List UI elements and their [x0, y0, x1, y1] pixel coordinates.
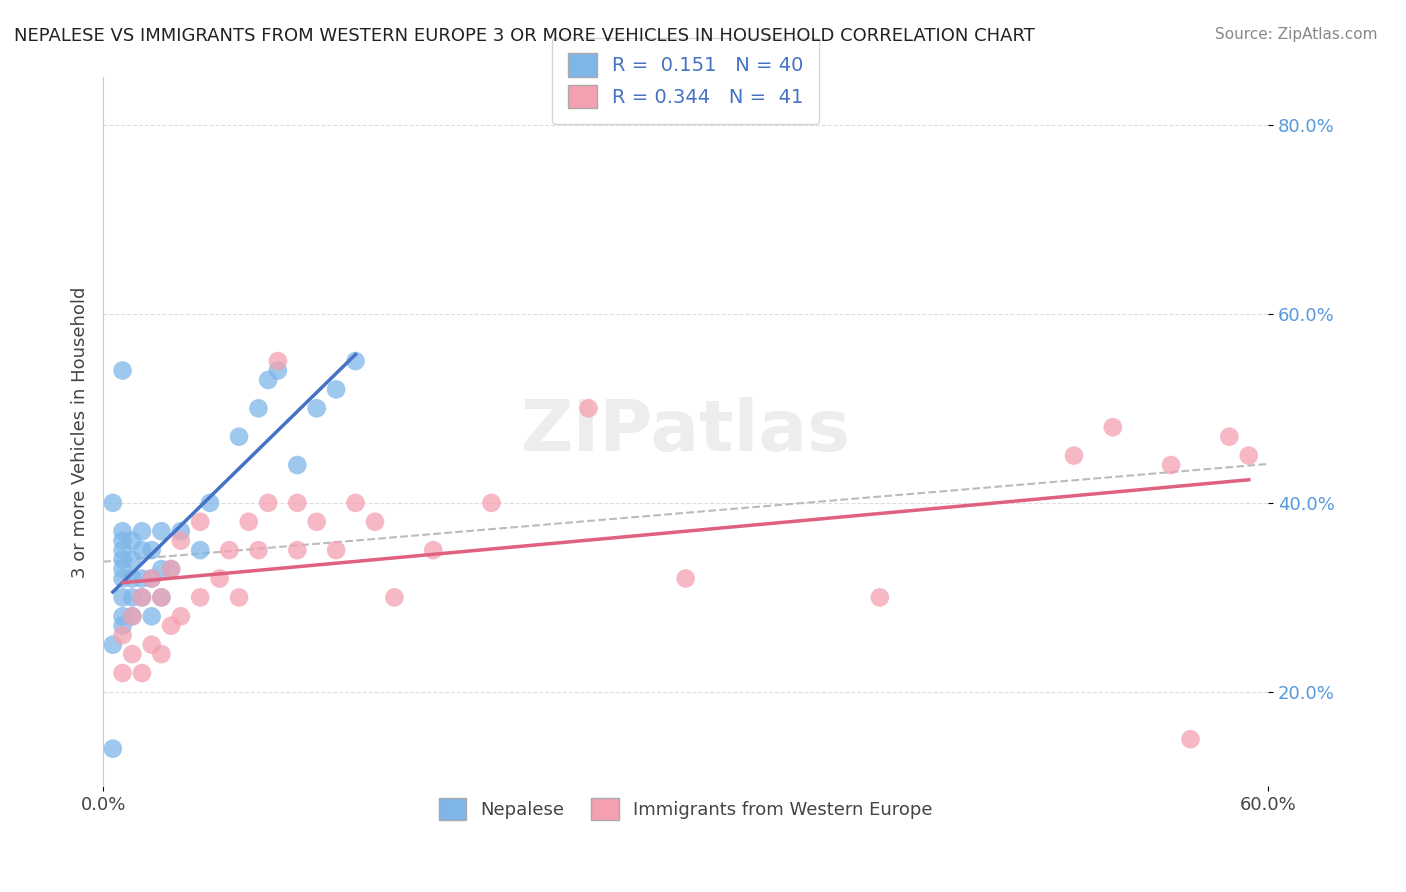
- Point: [121, 647, 143, 661]
- Text: Source: ZipAtlas.com: Source: ZipAtlas.com: [1215, 27, 1378, 42]
- Point: [111, 619, 134, 633]
- Point: [111, 572, 134, 586]
- Point: [238, 515, 260, 529]
- Point: [188, 591, 211, 605]
- Point: [1063, 449, 1085, 463]
- Point: [141, 572, 163, 586]
- Point: [344, 354, 367, 368]
- Point: [121, 552, 143, 566]
- Point: [131, 543, 153, 558]
- Point: [141, 609, 163, 624]
- Point: [101, 638, 124, 652]
- Point: [247, 401, 270, 416]
- Point: [285, 458, 308, 472]
- Point: [228, 430, 250, 444]
- Point: [422, 543, 444, 558]
- Point: [305, 515, 328, 529]
- Point: [150, 647, 173, 661]
- Point: [150, 591, 173, 605]
- Point: [198, 496, 221, 510]
- Point: [101, 741, 124, 756]
- Point: [160, 619, 183, 633]
- Point: [384, 591, 406, 605]
- Point: [675, 572, 697, 586]
- Point: [1180, 732, 1202, 747]
- Point: [285, 543, 308, 558]
- Point: [1101, 420, 1123, 434]
- Point: [325, 383, 347, 397]
- Text: ZIPatlas: ZIPatlas: [520, 398, 851, 467]
- Point: [188, 543, 211, 558]
- Point: [111, 543, 134, 558]
- Point: [267, 363, 290, 377]
- Point: [481, 496, 503, 510]
- Point: [257, 496, 280, 510]
- Y-axis label: 3 or more Vehicles in Household: 3 or more Vehicles in Household: [72, 286, 89, 578]
- Point: [170, 533, 193, 548]
- Point: [1237, 449, 1260, 463]
- Point: [160, 562, 183, 576]
- Point: [121, 609, 143, 624]
- Point: [111, 591, 134, 605]
- Point: [325, 543, 347, 558]
- Point: [228, 591, 250, 605]
- Text: NEPALESE VS IMMIGRANTS FROM WESTERN EUROPE 3 OR MORE VEHICLES IN HOUSEHOLD CORRE: NEPALESE VS IMMIGRANTS FROM WESTERN EURO…: [14, 27, 1035, 45]
- Point: [141, 638, 163, 652]
- Point: [150, 591, 173, 605]
- Point: [218, 543, 240, 558]
- Point: [111, 363, 134, 377]
- Point: [1218, 430, 1240, 444]
- Point: [121, 591, 143, 605]
- Point: [344, 496, 367, 510]
- Point: [150, 562, 173, 576]
- Point: [131, 591, 153, 605]
- Point: [131, 666, 153, 681]
- Point: [101, 496, 124, 510]
- Point: [188, 515, 211, 529]
- Point: [285, 496, 308, 510]
- Point: [160, 562, 183, 576]
- Point: [141, 543, 163, 558]
- Point: [578, 401, 600, 416]
- Point: [170, 609, 193, 624]
- Point: [208, 572, 231, 586]
- Point: [111, 524, 134, 539]
- Point: [111, 552, 134, 566]
- Point: [267, 354, 290, 368]
- Point: [141, 572, 163, 586]
- Point: [111, 628, 134, 642]
- Point: [121, 609, 143, 624]
- Legend: Nepalese, Immigrants from Western Europe: Nepalese, Immigrants from Western Europe: [425, 783, 946, 834]
- Point: [121, 572, 143, 586]
- Point: [247, 543, 270, 558]
- Point: [111, 562, 134, 576]
- Point: [305, 401, 328, 416]
- Point: [150, 524, 173, 539]
- Point: [131, 591, 153, 605]
- Point: [111, 533, 134, 548]
- Point: [111, 666, 134, 681]
- Point: [121, 533, 143, 548]
- Point: [170, 524, 193, 539]
- Point: [257, 373, 280, 387]
- Point: [1160, 458, 1182, 472]
- Point: [131, 524, 153, 539]
- Point: [364, 515, 387, 529]
- Point: [111, 609, 134, 624]
- Point: [131, 572, 153, 586]
- Point: [869, 591, 891, 605]
